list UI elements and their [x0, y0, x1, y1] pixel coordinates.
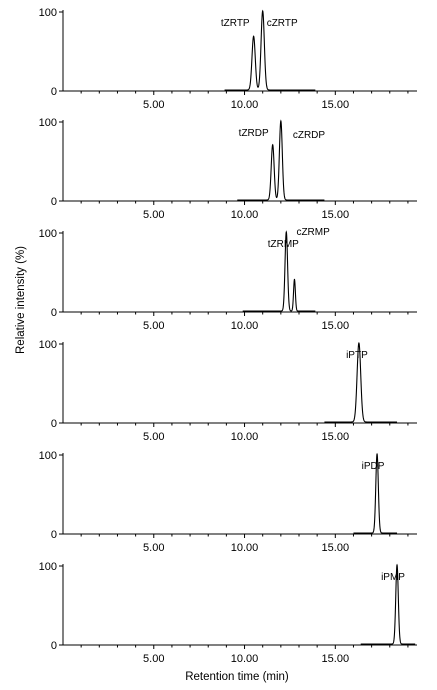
chart-panel-5: 0 100 5.00 10.00 15.00 iPDP: [39, 450, 417, 554]
x-tick-label: 5.00: [143, 431, 164, 443]
peak-label: iPMP: [381, 572, 405, 583]
chart-panel-4: 0 100 5.00 10.00 15.00 iPTP: [39, 339, 417, 443]
y-tick-label: 100: [39, 117, 57, 129]
x-axis-title: Retention time (min): [185, 671, 289, 683]
y-axis-title: Relative intensity (%): [15, 246, 27, 354]
peak-label: tZRMP: [268, 239, 299, 250]
peak-label: cZRDP: [293, 130, 326, 141]
x-tick-label: 15.00: [322, 431, 350, 443]
x-tick-label: 15.00: [322, 209, 350, 221]
x-tick-label: 10.00: [231, 653, 259, 665]
x-tick-label: 15.00: [322, 99, 350, 111]
chart-panel-2: 0 100 5.00 10.00 15.00 tZRDP cZRDP: [39, 117, 417, 221]
peak-label: iPTP: [346, 350, 368, 361]
y-tick-label: 100: [39, 450, 57, 462]
peak-label: iPDP: [362, 461, 385, 472]
y-tick-label: 0: [51, 86, 57, 98]
chromatogram-trace: [324, 342, 398, 423]
x-tick-label: 15.00: [322, 653, 350, 665]
peak-label: tZRDP: [239, 128, 269, 139]
peak-label: cZRTP: [267, 18, 298, 29]
chromatogram-trace: [237, 119, 325, 201]
x-tick-label: 5.00: [143, 653, 164, 665]
x-tick-label: 15.00: [322, 542, 350, 554]
chromatogram-trace: [360, 563, 416, 645]
y-tick-label: 100: [39, 561, 57, 573]
x-tick-label: 5.00: [143, 99, 164, 111]
y-tick-label: 0: [51, 529, 57, 541]
x-tick-label: 15.00: [322, 320, 350, 332]
x-tick-label: 10.00: [231, 99, 259, 111]
y-tick-label: 0: [51, 640, 57, 652]
chromatogram-trace: [224, 9, 316, 91]
chromatogram-panels: 0 100 5.00 10.00 15.00 tZRTP cZRTP 0 100 5.00 10.0…: [39, 7, 417, 665]
x-tick-label: 5.00: [143, 209, 164, 221]
y-tick-label: 0: [51, 307, 57, 319]
x-tick-label: 10.00: [231, 431, 259, 443]
chromatogram-trace: [353, 452, 398, 534]
y-tick-label: 100: [39, 228, 57, 240]
y-tick-label: 100: [39, 7, 57, 19]
x-tick-label: 10.00: [231, 542, 259, 554]
chart-panel-6: 0 100 5.00 10.00 15.00 iPMP: [39, 561, 417, 665]
x-tick-label: 10.00: [231, 209, 259, 221]
peak-label: cZRMP: [296, 227, 330, 238]
x-tick-label: 5.00: [143, 320, 164, 332]
x-tick-label: 10.00: [231, 320, 259, 332]
x-tick-label: 5.00: [143, 542, 164, 554]
chromatogram-trace: [242, 230, 316, 312]
peak-label: tZRTP: [221, 18, 250, 29]
y-tick-label: 100: [39, 339, 57, 351]
y-tick-label: 0: [51, 196, 57, 208]
chart-panel-1: 0 100 5.00 10.00 15.00 tZRTP cZRTP: [39, 7, 417, 111]
y-tick-label: 0: [51, 418, 57, 430]
